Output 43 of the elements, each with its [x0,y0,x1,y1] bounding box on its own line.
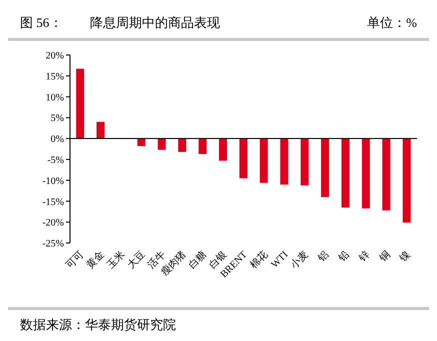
x-tick-label: 棉花 [247,248,270,272]
y-tick-label: 20% [46,50,64,62]
y-tick-label: 15% [46,71,64,82]
y-tick-label: -15% [42,196,64,208]
x-tick-label: 铜 [376,249,393,265]
y-tick-label: -20% [42,218,64,229]
y-tick-label: -10% [42,176,64,187]
bar [280,138,288,185]
x-tick-label: 铅 [336,249,352,265]
x-tick-label: 大豆 [124,248,148,272]
y-tick-label: 5% [50,113,64,124]
bar [260,138,268,183]
chart-title: 降息周期中的商品表现 [90,14,221,32]
y-tick-label: -25% [42,238,64,250]
source-note: 数据来源：华泰期货研究院 [8,307,429,334]
x-tick-label: 铝 [316,249,332,265]
y-tick-label: 0% [50,134,64,146]
bar [178,138,186,152]
bar [362,138,370,208]
bar [239,138,248,178]
bar [219,138,228,161]
y-tick-label: -5% [47,154,64,166]
bar [341,138,350,208]
x-tick-label: 小麦 [288,248,311,272]
x-tick-label: WTI [269,249,290,270]
bar [76,68,84,139]
y-tick-label: 10% [46,92,64,104]
bar [321,138,330,198]
x-tick-label: 可可 [64,249,86,272]
caption: 图 56： [20,14,64,32]
x-tick-label: 玉米 [104,248,128,272]
bar [382,138,390,210]
x-tick-label: 白糖 [186,248,209,272]
text: 单位：% [367,14,417,32]
bar [300,138,309,186]
x-tick-label: 黄金 [84,248,107,272]
bar [198,138,207,154]
bar [158,138,166,150]
x-tick-label: 锌 [356,248,372,265]
bar [402,138,411,223]
bar [96,122,105,139]
x-tick-label: 镍 [396,248,413,265]
bar [137,138,146,146]
